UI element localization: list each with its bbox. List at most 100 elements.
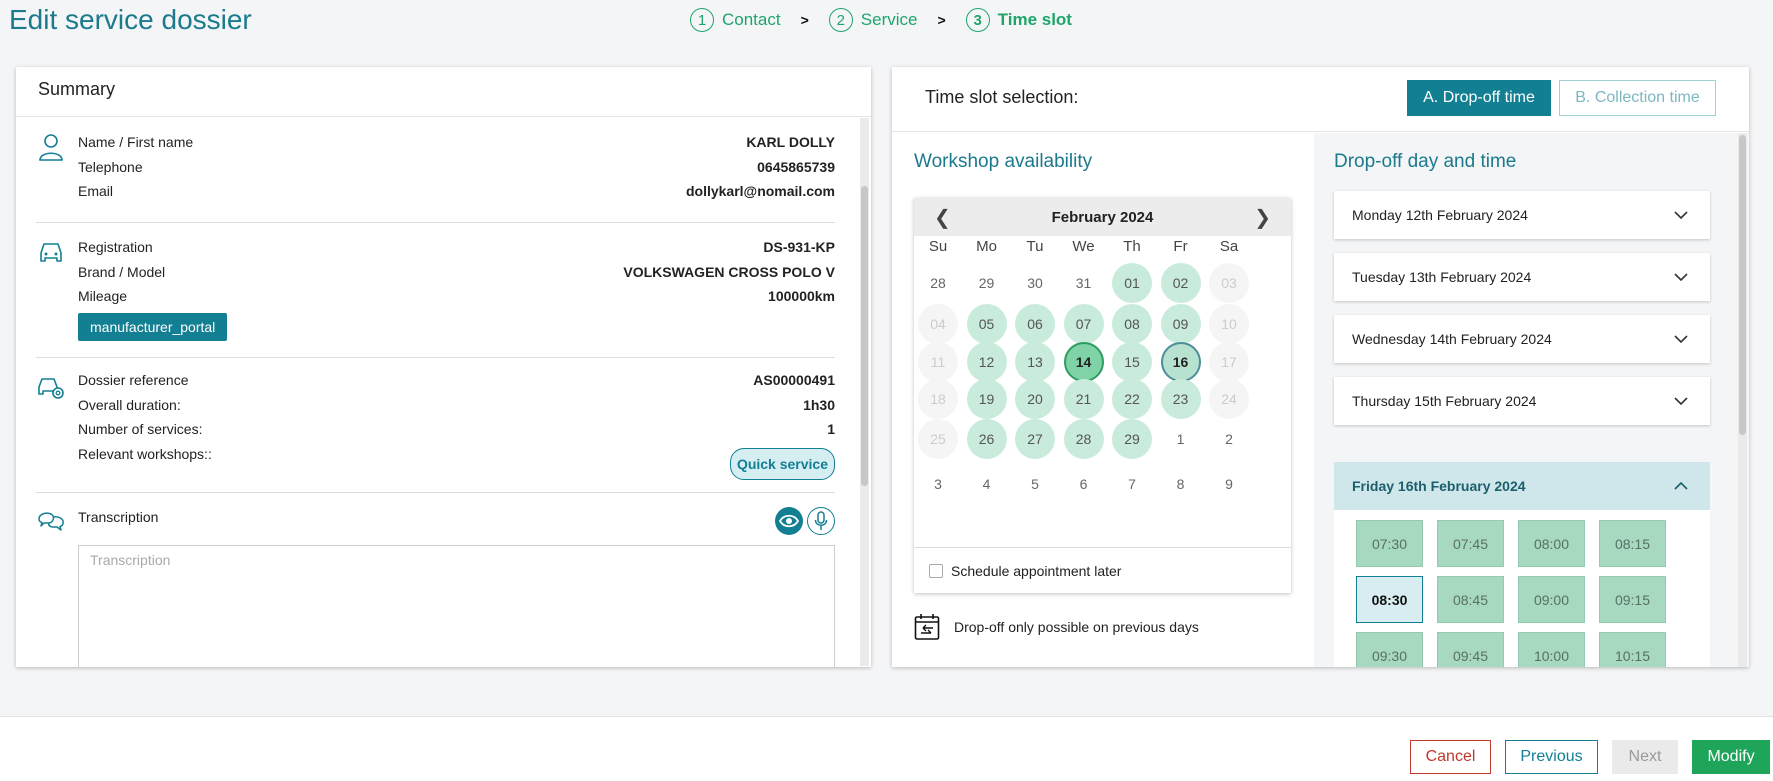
day-label: Friday 16th February 2024 [1352, 478, 1526, 494]
next-button[interactable]: Next [1612, 740, 1678, 774]
calendar-day: 04 [918, 304, 958, 344]
calendar-day: 11 [918, 342, 958, 382]
calendar-day[interactable]: 19 [966, 379, 1007, 419]
time-slot-button[interactable]: 09:00 [1518, 576, 1585, 623]
calendar-day[interactable]: 22 [1112, 379, 1152, 419]
weekday-label: Sa [1219, 237, 1239, 255]
calendar-day[interactable]: 16 [1160, 342, 1201, 382]
day-accordion-tuesday[interactable]: Tuesday 13th February 2024 [1334, 253, 1710, 301]
step-service[interactable]: 2 Service [828, 8, 917, 32]
calendar-day[interactable]: 02 [1160, 263, 1201, 303]
day-label: Thursday 15th February 2024 [1352, 393, 1537, 409]
calendar-day[interactable]: 13 [1015, 342, 1055, 382]
weekday-label: Fr [1173, 237, 1188, 255]
day-accordion-monday[interactable]: Monday 12th February 2024 [1334, 191, 1710, 239]
calendar-day: 17 [1209, 342, 1249, 382]
weekday-label: Mo [976, 237, 997, 255]
calendar-header: ❮ February 2024 ❯ [914, 198, 1291, 236]
day-label: Monday 12th February 2024 [1352, 207, 1528, 223]
collection-time-button[interactable]: B. Collection time [1559, 80, 1716, 116]
step-contact[interactable]: 1 Contact [690, 8, 781, 32]
time-slot-button[interactable]: 09:15 [1599, 576, 1666, 623]
calendar-day[interactable]: 07 [1063, 304, 1104, 344]
dossier-ref-label: Dossier reference [78, 372, 189, 388]
time-slot-button[interactable]: 08:15 [1599, 520, 1666, 567]
duration-row: Overall duration: 1h30 [78, 393, 835, 418]
time-slot-button[interactable]: 09:45 [1437, 632, 1504, 667]
time-slot-button[interactable]: 09:30 [1356, 632, 1423, 667]
transcription-textarea[interactable]: Transcription [78, 545, 835, 667]
phone-row: Telephone 0645865739 [78, 155, 835, 180]
calendar-day[interactable]: 26 [966, 419, 1007, 459]
time-slot-button[interactable]: 07:30 [1356, 520, 1423, 567]
schedule-later-checkbox[interactable] [929, 563, 943, 578]
microphone-icon[interactable] [807, 507, 835, 535]
phone-value: 0645865739 [757, 158, 835, 175]
time-slot-button[interactable]: 10:15 [1599, 632, 1666, 667]
day-accordion-friday[interactable]: Friday 16th February 2024 [1334, 462, 1710, 510]
time-slot-button[interactable]: 08:30 [1356, 576, 1423, 623]
calendar-day[interactable]: 06 [1015, 304, 1055, 344]
previous-button[interactable]: Previous [1505, 740, 1598, 774]
calendar-day[interactable]: 23 [1160, 379, 1201, 419]
calendar-day[interactable]: 15 [1112, 342, 1152, 382]
manufacturer-portal-tag[interactable]: manufacturer_portal [78, 312, 228, 341]
next-month-arrow-icon[interactable]: ❯ [1254, 206, 1271, 229]
day-accordion-thursday[interactable]: Thursday 15th February 2024 [1334, 377, 1710, 425]
summary-panel: Summary Name / First name KARL DOLLY Tele… [16, 67, 871, 667]
calendar-day[interactable]: 28 [1063, 419, 1104, 459]
calendar-day[interactable]: 05 [966, 304, 1007, 344]
name-row: Name / First name KARL DOLLY [78, 130, 835, 155]
step-time-slot[interactable]: 3 Time slot [965, 8, 1072, 32]
dossier-ref-row: Dossier reference AS00000491 [78, 368, 835, 393]
dossier-ref-value: AS00000491 [753, 372, 835, 388]
timeslot-panel: Time slot selection: A. Drop-off time B.… [892, 67, 1749, 667]
time-slot-button[interactable]: 10:00 [1518, 632, 1585, 667]
dropoff-title: Drop-off day and time [1334, 151, 1517, 172]
day-label: Wednesday 14th February 2024 [1352, 331, 1552, 347]
dropoff-scrollbar[interactable] [1738, 133, 1747, 667]
eye-icon[interactable] [775, 507, 803, 535]
person-icon [39, 134, 63, 161]
quick-service-badge[interactable]: Quick service [729, 447, 835, 480]
calendar-arrow-icon [914, 614, 940, 640]
calendar-day[interactable]: 08 [1112, 304, 1152, 344]
scroll-thumb[interactable] [861, 186, 868, 486]
calendar-day[interactable]: 09 [1160, 304, 1201, 344]
time-slot-button[interactable]: 08:45 [1437, 576, 1504, 623]
day-accordion-wednesday[interactable]: Wednesday 14th February 2024 [1334, 315, 1710, 363]
dropoff-time-button[interactable]: A. Drop-off time [1407, 80, 1551, 116]
chevron-down-icon [1674, 335, 1688, 344]
time-slot-button[interactable]: 08:00 [1518, 520, 1585, 567]
chevron-down-icon [1674, 273, 1688, 282]
calendar-day[interactable]: 29 [1112, 419, 1152, 459]
prev-month-arrow-icon[interactable]: ❮ [934, 206, 951, 229]
chevron-up-icon [1674, 481, 1688, 490]
calendar-day[interactable]: 21 [1063, 379, 1104, 419]
calendar-day[interactable]: 01 [1112, 263, 1152, 303]
schedule-later-row: Schedule appointment later [914, 547, 1291, 593]
registration-label: Registration [78, 239, 153, 255]
summary-scrollbar[interactable] [860, 118, 869, 666]
duration-label: Overall duration: [78, 396, 181, 413]
time-slots: 07:30 07:45 08:00 08:15 08:30 08:45 09:00 09:15… [1334, 510, 1710, 667]
model-row: Brand / Model VOLKSWAGEN CROSS POLO V [78, 260, 835, 285]
calendar-day[interactable]: 12 [966, 342, 1007, 382]
calendar-day: 03 [1209, 263, 1249, 303]
time-slot-button[interactable]: 07:45 [1437, 520, 1504, 567]
vehicle-section: Registration DS-931-KP Brand / Model VOLKS… [36, 223, 835, 358]
calendar-day[interactable]: 27 [1015, 419, 1055, 459]
calendar-day: 24 [1209, 379, 1249, 419]
weekday-label: We [1072, 237, 1095, 255]
dropoff-column: Drop-off day and time Monday 12th Februa… [1314, 133, 1749, 667]
calendar-day: 2 [1225, 431, 1233, 447]
modify-button[interactable]: Modify [1692, 740, 1770, 774]
step-number: 3 [965, 8, 990, 32]
workshops-row: Relevant workshops:: Quick service [78, 442, 835, 480]
mileage-label: Mileage [78, 288, 128, 304]
scroll-thumb[interactable] [1739, 135, 1746, 435]
calendar-day[interactable]: 14 [1063, 342, 1104, 382]
calendar-month: February 2024 [1051, 208, 1154, 226]
cancel-button[interactable]: Cancel [1410, 740, 1491, 774]
calendar-day[interactable]: 20 [1015, 379, 1055, 419]
